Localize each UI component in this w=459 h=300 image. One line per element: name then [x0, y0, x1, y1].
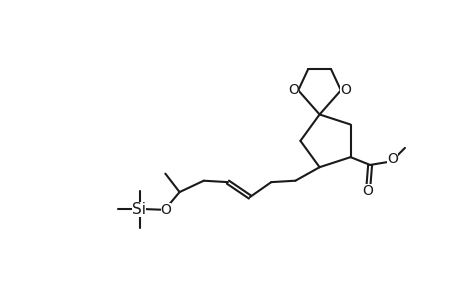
Text: Si: Si: [132, 202, 146, 217]
Text: O: O: [287, 82, 298, 97]
Text: O: O: [160, 203, 171, 217]
Text: O: O: [361, 184, 372, 198]
Text: O: O: [340, 82, 351, 97]
Text: O: O: [386, 152, 397, 166]
